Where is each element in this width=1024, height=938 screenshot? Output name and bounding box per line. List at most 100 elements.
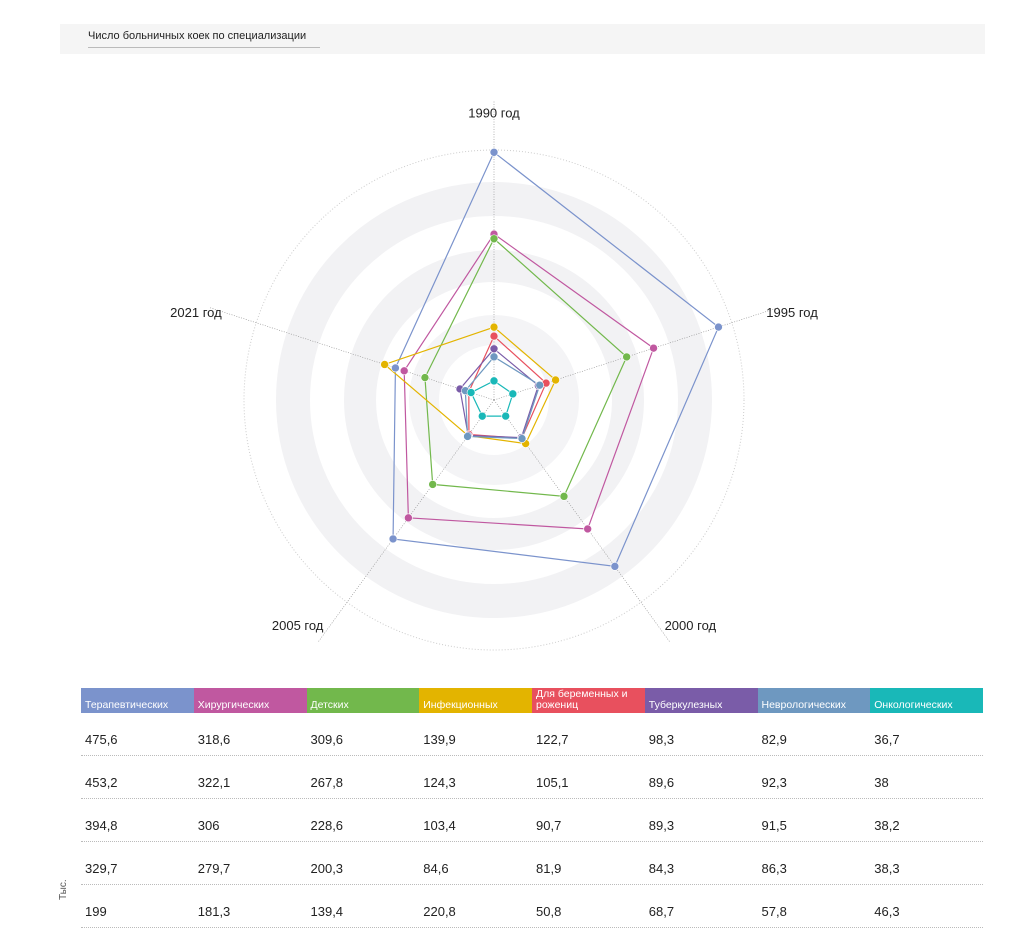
data-point	[535, 380, 545, 390]
column-header: Неврологических	[757, 688, 871, 713]
table-cell: 89,3	[648, 817, 675, 833]
data-point	[501, 411, 510, 421]
table-cell: 139,4	[310, 903, 344, 919]
data-point	[428, 480, 437, 489]
table-cell: 103,4	[423, 817, 456, 833]
table-cell: 220,8	[423, 903, 456, 919]
table-cell: 36,7	[874, 731, 900, 747]
data-point	[610, 562, 620, 571]
table-cell: 38,3	[874, 860, 900, 876]
table-cell: 105,1	[536, 774, 569, 790]
data-point	[404, 513, 413, 523]
data-point	[391, 363, 400, 373]
table-cell: 306	[197, 817, 220, 833]
table-cell: 322,1	[197, 774, 231, 790]
data-point	[489, 344, 499, 354]
axis-line	[208, 307, 495, 401]
column-header: Терапевтических	[81, 688, 194, 713]
table-cell: 139,9	[423, 731, 456, 747]
table-cell: 82,9	[761, 731, 787, 747]
table-cell: 318,6	[197, 731, 231, 747]
table-cell: 38	[874, 774, 889, 790]
table-cell: 84,6	[423, 860, 449, 876]
data-point	[508, 389, 518, 399]
table-cell: 81,9	[536, 860, 562, 876]
header: Число больничных коек по специализации	[60, 24, 985, 54]
table-cell: 90,7	[536, 817, 562, 833]
table-cell: 84,3	[648, 860, 675, 876]
data-point	[489, 376, 499, 386]
table-cell: 91,5	[761, 817, 787, 833]
table-cell: 475,6	[85, 731, 118, 747]
table-cell: 181,3	[197, 903, 231, 919]
data-point	[714, 322, 723, 332]
data-table: Терапевтических Хирургических Детских Инфек…	[81, 688, 983, 928]
data-point	[380, 360, 389, 369]
table-cell: 199	[85, 903, 107, 919]
data-point	[489, 331, 499, 341]
axis-label: 2021 год	[170, 305, 222, 320]
series-polygon	[424, 237, 628, 497]
axis-line	[317, 399, 495, 643]
axis-label: 2005 год	[272, 618, 324, 633]
column-header: Туберкулезных	[644, 688, 758, 713]
axis-label: 1990 год	[468, 105, 520, 120]
data-point	[649, 343, 658, 353]
ring	[344, 250, 644, 550]
data-point	[489, 322, 499, 332]
table-cell: 122,7	[536, 731, 569, 747]
data-point	[622, 352, 631, 362]
axis-label: 1995 год	[766, 305, 818, 320]
table-cell: 92,3	[761, 774, 787, 790]
data-point	[517, 434, 527, 443]
data-point	[477, 411, 487, 421]
column-header: Хирургических	[193, 688, 307, 713]
ring-outline	[243, 149, 745, 651]
series-polygon	[403, 233, 655, 530]
table-row: 329,7 279,7 200,3 84,6 81,9 84,3 86,3 38,3	[81, 842, 983, 885]
data-point	[489, 234, 499, 244]
table-cell: 57,8	[761, 903, 787, 919]
series-polygon	[392, 151, 720, 568]
column-header: Детских	[306, 688, 420, 713]
table-cell: 279,7	[197, 860, 231, 876]
data-point	[399, 366, 409, 376]
table-header: Терапевтических Хирургических Детских Инфек…	[81, 688, 983, 713]
series-polygon	[383, 326, 557, 445]
unit-label: Тыс.	[58, 879, 69, 900]
table-cell: 329,7	[85, 860, 118, 876]
data-point	[551, 375, 560, 385]
table-cell: 453,2	[85, 774, 118, 790]
data-point	[583, 524, 592, 534]
table-row: 394,8 306 228,6 103,4 90,7 89,3 91,5 38,2	[81, 799, 983, 842]
chart: 1990 год 1995 год 2000 год 2005 год 2021 год	[170, 100, 818, 651]
axis-line	[493, 399, 671, 643]
series-polygon	[464, 356, 541, 440]
table-cell: 394,8	[85, 817, 118, 833]
table-cell: 124,3	[423, 774, 456, 790]
table-cell: 46,3	[874, 903, 900, 919]
data-point	[489, 352, 499, 362]
column-header: Для беременных и рожениц	[532, 688, 645, 713]
table-row: 475,6 318,6 309,6 139,9 122,7 98,3 82,9 36,7	[81, 713, 983, 756]
axis-label: 2000 год	[665, 618, 717, 633]
data-point	[559, 492, 569, 501]
table-cell: 50,8	[536, 903, 562, 919]
chart-title: Число больничных коек по специализации	[88, 30, 320, 48]
table-cell: 38,2	[874, 817, 900, 833]
table-row: 199 181,3 139,4 220,8 50,8 68,7 57,8 46,3	[81, 885, 983, 928]
table-cell: 309,6	[310, 731, 344, 747]
data-point	[388, 534, 398, 544]
table-cell: 86,3	[761, 860, 787, 876]
table-cell: 98,3	[648, 731, 675, 747]
table-cell: 68,7	[648, 903, 675, 919]
table-cell: 228,6	[310, 817, 344, 833]
data-point	[463, 432, 472, 441]
data-point	[466, 388, 476, 397]
data-point	[489, 147, 499, 157]
data-point	[420, 373, 430, 382]
series-polygon	[470, 380, 514, 417]
table-cell: 267,8	[310, 774, 344, 790]
table-cell: 89,6	[648, 774, 675, 790]
